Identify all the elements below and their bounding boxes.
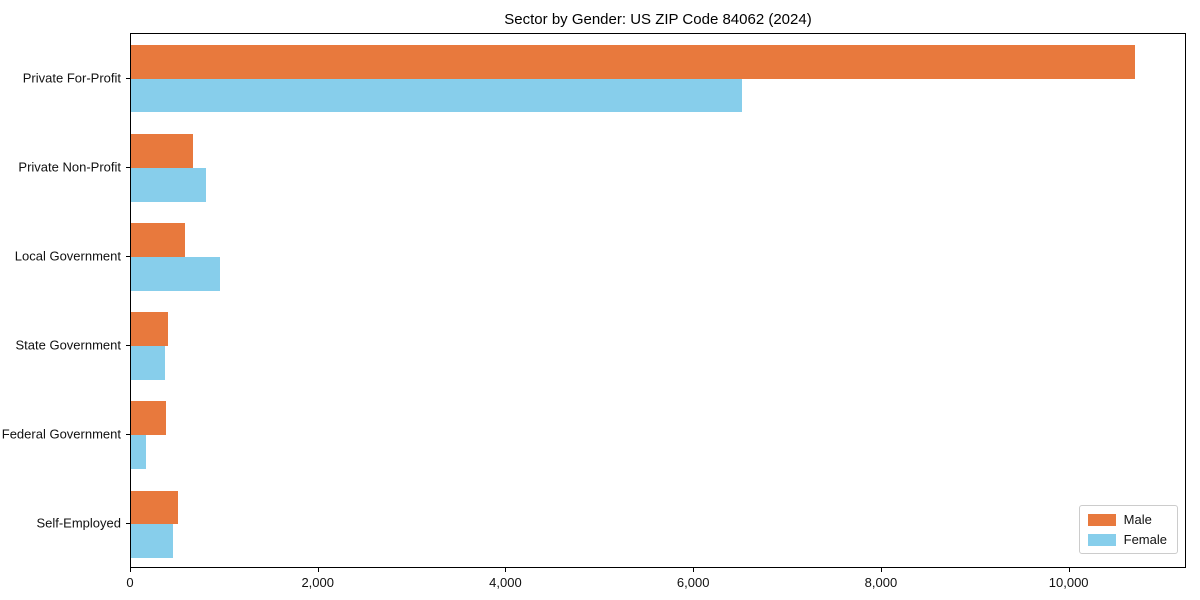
x-tick-mark: [1069, 568, 1070, 572]
bar-male-5: [131, 401, 166, 436]
bar-male-1: [131, 44, 1136, 79]
chart-title: Sector by Gender: US ZIP Code 84062 (202…: [504, 11, 812, 28]
x-tick-label: 8,000: [864, 575, 898, 590]
y-tick-mark: [126, 256, 130, 257]
y-tick-label: Self-Employed: [36, 515, 121, 531]
male-series-swatch: [1087, 513, 1116, 526]
x-tick-mark: [130, 568, 131, 572]
y-tick-label: State Government: [15, 337, 122, 353]
x-tick-mark: [881, 568, 882, 572]
x-tick-label: 0: [126, 575, 134, 590]
x-tick-mark: [318, 568, 319, 572]
x-tick-mark: [693, 568, 694, 572]
bar-male-2: [131, 133, 193, 168]
x-tick-mark: [505, 568, 506, 572]
y-tick-mark: [126, 523, 130, 524]
y-tick-mark: [126, 345, 130, 346]
x-tick-label: 10,000: [1048, 575, 1089, 590]
bar-female-2: [131, 167, 207, 202]
legend-label-female: Female: [1123, 532, 1167, 547]
x-tick-label: 4,000: [489, 575, 522, 590]
y-tick-mark: [126, 78, 130, 79]
legend-item-male: Male: [1087, 512, 1167, 527]
y-tick-label: Federal Government: [1, 426, 121, 442]
female-series-swatch: [1087, 533, 1116, 546]
bar-female-5: [131, 435, 146, 470]
legend: Male Female: [1078, 505, 1178, 554]
bar-female-6: [131, 524, 174, 559]
bar-female-4: [131, 346, 165, 380]
bar-male-4: [131, 312, 168, 347]
y-tick-label: Local Government: [14, 248, 121, 264]
y-tick-mark: [126, 434, 130, 435]
legend-item-female: Female: [1087, 532, 1167, 547]
y-tick-mark: [126, 167, 130, 168]
plot-area: [130, 33, 1186, 568]
y-tick-label: Private For-Profit: [22, 70, 121, 86]
bar-female-3: [131, 256, 221, 291]
bar-male-6: [131, 490, 178, 525]
bar-male-3: [131, 223, 186, 257]
legend-label-male: Male: [1123, 512, 1152, 527]
x-tick-label: 2,000: [301, 575, 334, 590]
x-tick-label: 6,000: [676, 575, 710, 590]
y-tick-label: Private Non-Profit: [18, 159, 121, 175]
bar-female-1: [131, 78, 742, 113]
